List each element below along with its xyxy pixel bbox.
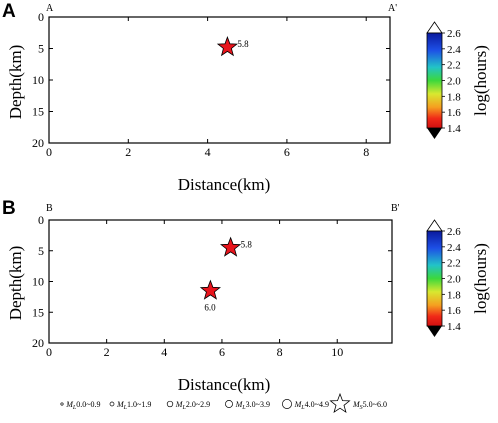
legend-marker xyxy=(282,399,292,409)
y-axis-label-a: Depth(km) xyxy=(6,45,25,120)
plot-area-b xyxy=(49,220,392,343)
legend-label: MS5.0~6.0 xyxy=(352,400,387,411)
colorbar-tick-label: 2.2 xyxy=(447,258,461,270)
legend-marker xyxy=(225,400,233,408)
panel-b-letter: B xyxy=(2,198,16,219)
x-tick-label: 2 xyxy=(125,145,131,159)
x-tick-label: 0 xyxy=(46,145,52,159)
colorbar-gradient xyxy=(426,32,443,129)
colorbar-a: 2.6 2.4 2.2 2.0 1.8 1.6 1.4 log(hours) xyxy=(426,21,490,139)
colorbar-tick-label: 2.4 xyxy=(447,242,461,254)
mainshock-magnitude-label: 6.0 xyxy=(204,303,216,313)
axis-ticks-a: 0 2 4 6 8 0 5 10 15 20 xyxy=(32,10,390,159)
legend-marker xyxy=(109,401,115,407)
x-tick-label: 4 xyxy=(161,345,167,359)
section-start-label-a: A xyxy=(46,3,54,14)
mainshock-star xyxy=(199,279,221,300)
mainshocks-b: 5.8 6.0 xyxy=(199,236,253,313)
legend-marker xyxy=(60,402,64,406)
colorbar-tick-label: 1.6 xyxy=(447,107,461,119)
plot-area-a xyxy=(49,17,390,143)
colorbar-tick-label: 1.8 xyxy=(447,289,461,301)
section-start-label-b: B xyxy=(46,203,53,214)
panel-a: A A A' 0 2 4 6 8 0 5 10 15 20 5.8 Distance(km) De… xyxy=(2,1,490,194)
section-end-label-b: B' xyxy=(391,203,400,214)
y-tick-label: 20 xyxy=(32,336,44,350)
panel-b: B B B' 0 2 4 6 8 10 0 5 10 15 20 5.8 6.0 Distance(k… xyxy=(2,198,490,394)
y-tick-label: 0 xyxy=(38,10,44,24)
mainshock-magnitude-label: 5.8 xyxy=(241,240,253,250)
section-end-label-a: A' xyxy=(388,3,397,14)
legend-label: ML4.0~4.9 xyxy=(294,400,329,411)
x-tick-label: 0 xyxy=(46,345,52,359)
y-tick-label: 20 xyxy=(32,136,44,150)
colorbar-tick-label: 2.0 xyxy=(447,76,461,88)
colorbar-gradient xyxy=(426,230,443,327)
colorbar-b: 2.6 2.4 2.2 2.0 1.8 1.6 1.4 log(hours) xyxy=(426,219,490,337)
colorbar-top-triangle xyxy=(426,219,443,232)
x-tick-label: 6 xyxy=(219,345,225,359)
legend-star-marker xyxy=(329,392,351,414)
magnitude-legend: ML0.0~0.9 ML1.0~1.9 ML2.0~2.9 ML3.0~3.9 ML4.… xyxy=(60,392,387,414)
mainshock-magnitude-label: 5.8 xyxy=(237,39,249,49)
y-axis-label-b: Depth(km) xyxy=(6,246,25,321)
x-tick-label: 8 xyxy=(277,345,283,359)
x-axis-label-a: Distance(km) xyxy=(178,175,271,194)
colorbar-tick-label: 1.4 xyxy=(447,123,461,135)
y-tick-label: 15 xyxy=(32,105,44,119)
mainshocks-a: 5.8 xyxy=(216,36,249,57)
plot-frame-b xyxy=(48,219,393,344)
colorbar-bottom-triangle xyxy=(427,128,442,139)
colorbar-top-triangle xyxy=(426,21,443,34)
legend-label: ML3.0~3.9 xyxy=(235,400,270,411)
colorbar-tick-label: 2.6 xyxy=(447,226,461,238)
y-tick-label: 15 xyxy=(32,305,44,319)
x-tick-label: 6 xyxy=(284,145,290,159)
colorbar-label: log(hours) xyxy=(471,45,490,116)
colorbar-tick-label: 1.8 xyxy=(447,91,461,103)
legend-label: ML2.0~2.9 xyxy=(175,400,210,411)
mainshock-star xyxy=(216,36,238,57)
legend-marker xyxy=(166,400,174,408)
x-axis-label-b: Distance(km) xyxy=(178,375,271,394)
colorbar-tick-label: 2.4 xyxy=(447,44,461,56)
colorbar-label: log(hours) xyxy=(471,243,490,314)
colorbar-tick-label: 1.6 xyxy=(447,305,461,317)
legend-label: ML0.0~0.9 xyxy=(65,400,100,411)
y-tick-label: 10 xyxy=(32,73,44,87)
y-tick-label: 5 xyxy=(38,244,44,258)
x-tick-label: 8 xyxy=(363,145,369,159)
plot-frame-a xyxy=(48,16,391,144)
y-tick-label: 5 xyxy=(38,42,44,56)
panel-a-letter: A xyxy=(2,1,16,22)
y-tick-label: 10 xyxy=(32,275,44,289)
y-tick-label: 0 xyxy=(38,213,44,227)
x-tick-label: 4 xyxy=(205,145,211,159)
legend-label: ML1.0~1.9 xyxy=(116,400,151,411)
colorbar-tick-label: 2.0 xyxy=(447,274,461,286)
colorbar-tick-label: 2.2 xyxy=(447,60,461,72)
x-tick-label: 2 xyxy=(104,345,110,359)
colorbar-tick-label: 1.4 xyxy=(447,321,461,333)
axis-ticks-b: 0 2 4 6 8 10 0 5 10 15 20 xyxy=(32,213,392,359)
colorbar-tick-label: 2.6 xyxy=(447,28,461,40)
x-tick-label: 10 xyxy=(331,345,343,359)
colorbar-bottom-triangle xyxy=(427,326,442,337)
mainshock-star xyxy=(220,236,242,257)
